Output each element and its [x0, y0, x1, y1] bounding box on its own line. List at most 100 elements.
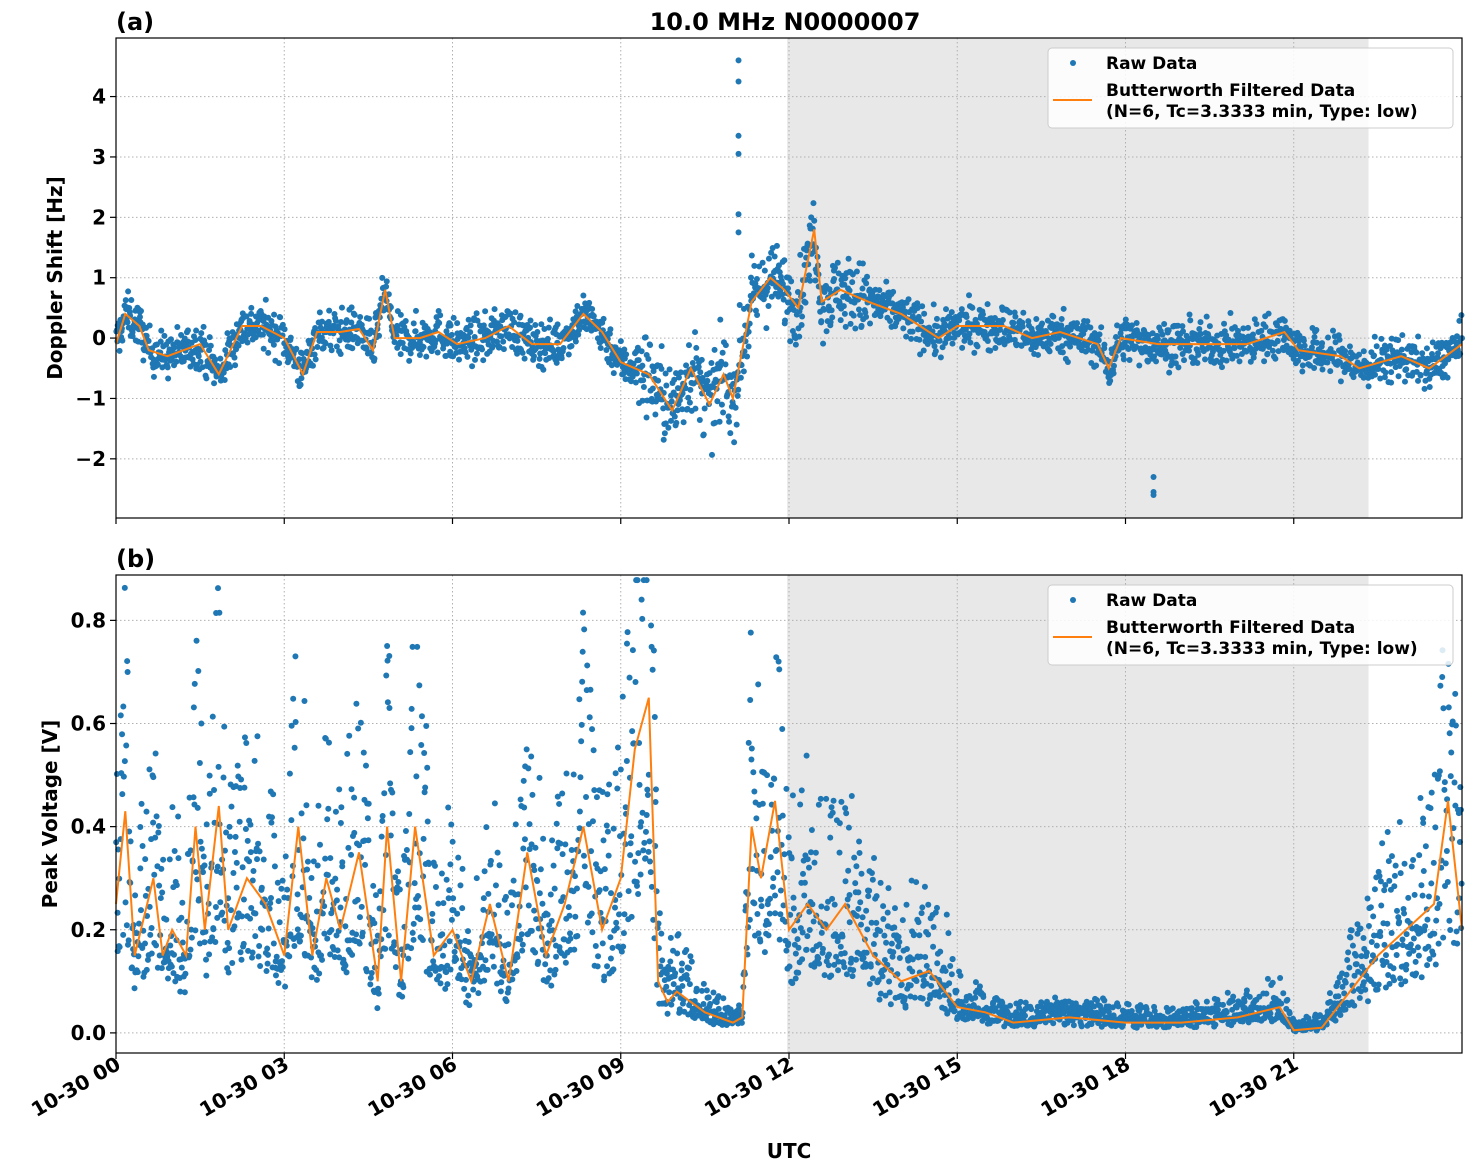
raw-point [759, 903, 765, 909]
raw-point [911, 931, 917, 937]
raw-point [1278, 1001, 1284, 1007]
raw-point [1207, 323, 1213, 329]
raw-point [980, 311, 986, 317]
raw-point [1325, 335, 1331, 341]
raw-point [268, 895, 274, 901]
raw-point [351, 795, 357, 801]
raw-point [256, 943, 262, 949]
raw-point [124, 922, 130, 928]
raw-point [1327, 368, 1333, 374]
raw-point [1050, 314, 1056, 320]
raw-point [881, 933, 887, 939]
raw-point [298, 933, 304, 939]
raw-point [858, 922, 864, 928]
chart-title: 10.0 MHz N0000007 [650, 8, 921, 36]
raw-point [829, 314, 835, 320]
raw-point [719, 402, 725, 408]
raw-point [966, 292, 972, 298]
raw-point [266, 925, 272, 931]
raw-point [483, 824, 489, 830]
raw-point [644, 787, 650, 793]
raw-point [937, 338, 943, 344]
raw-point [1153, 358, 1159, 364]
raw-point [869, 870, 875, 876]
raw-point [604, 791, 610, 797]
raw-point [234, 860, 240, 866]
raw-point [128, 297, 134, 303]
raw-point [200, 869, 206, 875]
raw-point [360, 930, 366, 936]
raw-point [137, 865, 143, 871]
raw-point [1097, 331, 1103, 337]
raw-point [438, 980, 444, 986]
raw-point [1424, 345, 1430, 351]
raw-point [1374, 343, 1380, 349]
raw-point [358, 720, 364, 726]
raw-point [198, 721, 204, 727]
raw-point [574, 933, 580, 939]
raw-point [896, 934, 902, 940]
raw-point [485, 891, 491, 897]
raw-point [257, 963, 263, 969]
raw-point [419, 713, 425, 719]
raw-point [226, 970, 232, 976]
raw-point [921, 311, 927, 317]
raw-point [538, 866, 544, 872]
raw-point [518, 796, 524, 802]
raw-point [216, 610, 222, 616]
raw-point [1007, 1003, 1013, 1009]
raw-point [885, 885, 891, 891]
raw-point [450, 895, 456, 901]
raw-point [365, 815, 371, 821]
raw-point [1220, 1002, 1226, 1008]
legend-raw-marker [1070, 60, 1076, 66]
raw-point [123, 297, 129, 303]
raw-point [854, 913, 860, 919]
raw-point [195, 668, 201, 674]
raw-point [899, 982, 905, 988]
raw-point [667, 958, 673, 964]
raw-point [249, 955, 255, 961]
raw-point [659, 957, 665, 963]
raw-point [947, 963, 953, 969]
raw-point [271, 312, 277, 318]
raw-point [314, 977, 320, 983]
raw-point [366, 801, 372, 807]
raw-point [467, 329, 473, 335]
raw-point [1195, 352, 1201, 358]
raw-point [1399, 332, 1405, 338]
raw-point [842, 311, 848, 317]
raw-point [669, 398, 675, 404]
raw-point [704, 378, 710, 384]
raw-point [930, 944, 936, 950]
raw-point [143, 809, 149, 815]
raw-point [646, 849, 652, 855]
raw-point [232, 849, 238, 855]
raw-point [913, 879, 919, 885]
raw-point [179, 900, 185, 906]
raw-point [889, 941, 895, 947]
raw-point [857, 850, 863, 856]
raw-point [201, 853, 207, 859]
raw-point [295, 891, 301, 897]
raw-point [632, 859, 638, 865]
raw-point [547, 317, 553, 323]
raw-outlier-point [736, 151, 742, 157]
raw-point [738, 375, 744, 381]
raw-point [630, 647, 636, 653]
raw-point [845, 868, 851, 874]
raw-point [735, 387, 741, 393]
raw-point [818, 904, 824, 910]
raw-point [229, 960, 235, 966]
raw-point [1035, 352, 1041, 358]
raw-point [316, 971, 322, 977]
raw-point [211, 380, 217, 386]
raw-point [138, 907, 144, 913]
raw-point [326, 308, 332, 314]
raw-point [128, 838, 134, 844]
raw-point [922, 954, 928, 960]
raw-point [782, 318, 788, 324]
raw-point [453, 956, 459, 962]
raw-point [1020, 324, 1026, 330]
raw-point [269, 814, 275, 820]
